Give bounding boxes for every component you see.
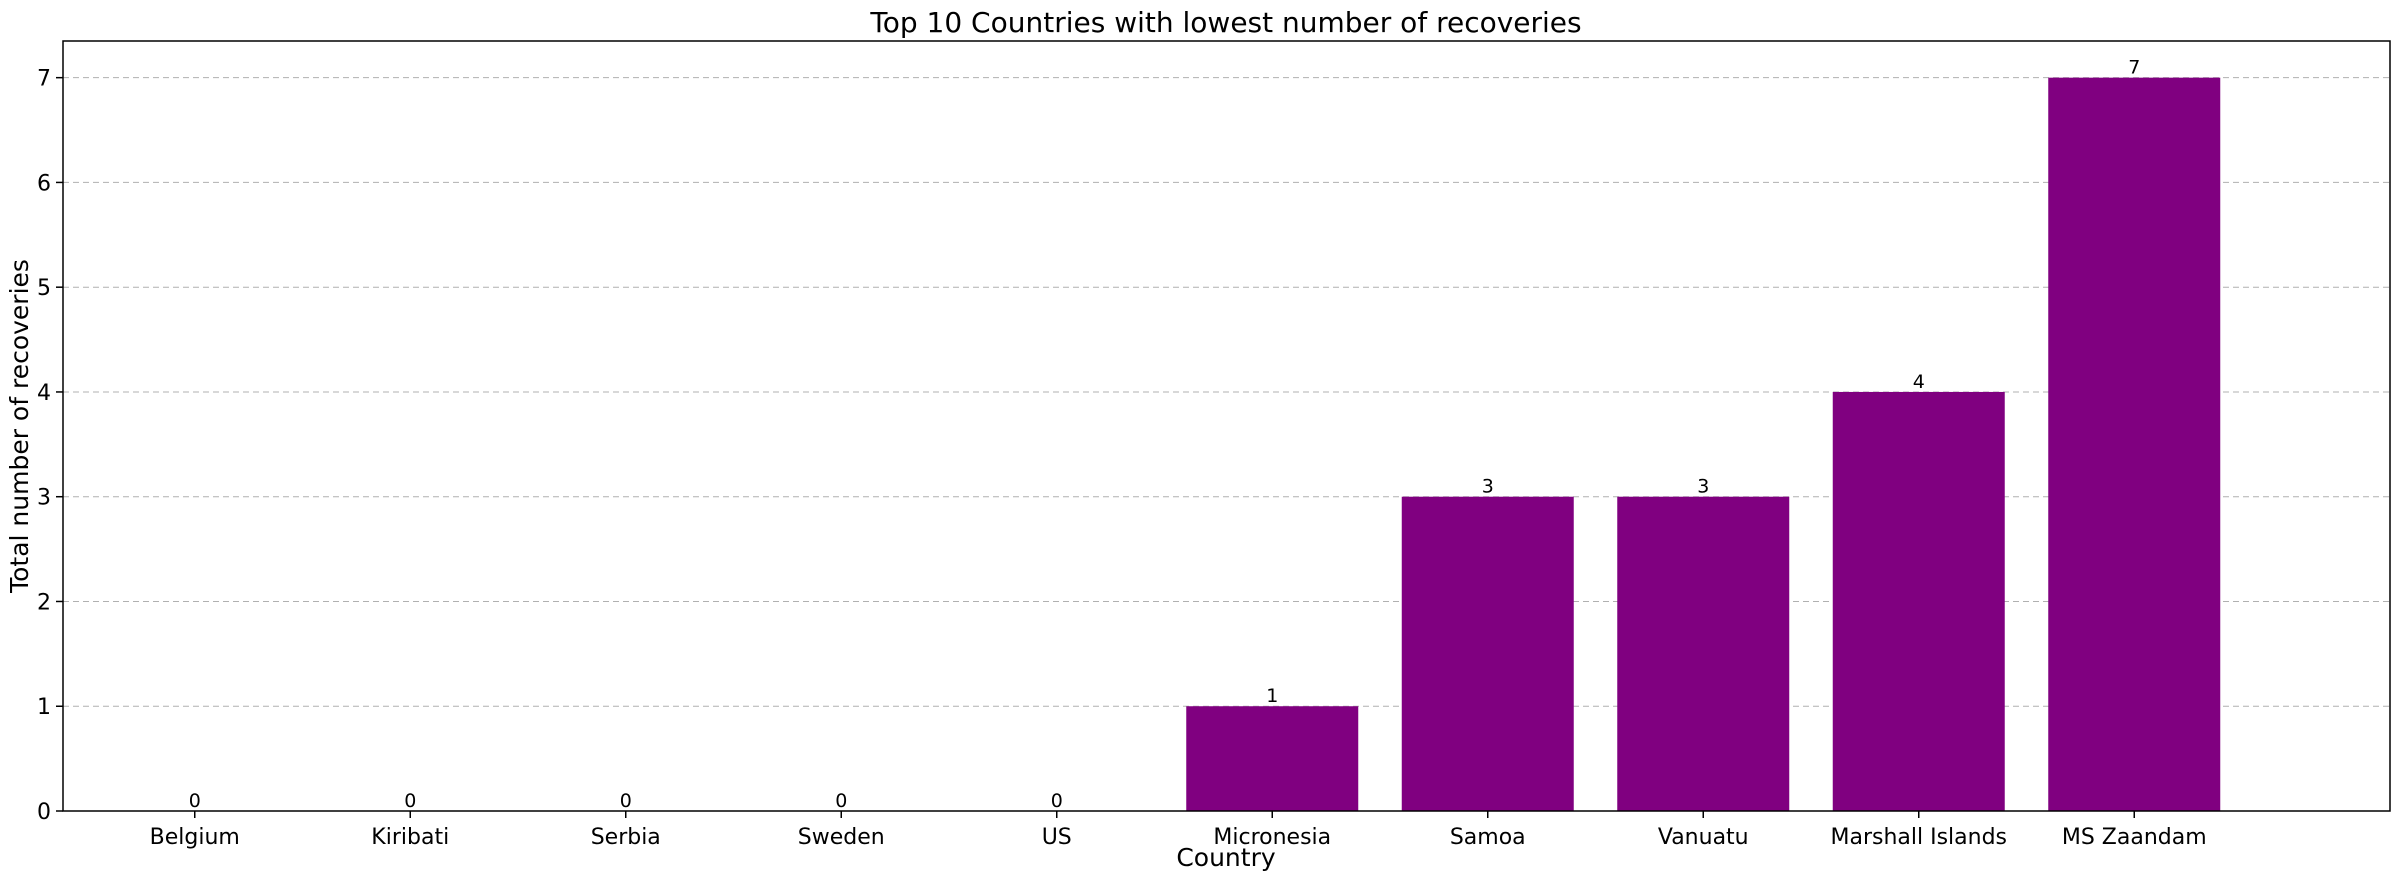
x-axis-label: Country: [1176, 843, 1276, 872]
data-label: 0: [1051, 790, 1063, 812]
x-tick-label: Marshall Islands: [1830, 825, 2007, 850]
bar: [1401, 496, 1574, 811]
data-label: 4: [1913, 371, 1925, 393]
y-axis-ticks: 0 1 2 3 4 5 6 7: [37, 67, 63, 825]
x-tick-label: Samoa: [1450, 825, 1526, 850]
x-tick-label: Sweden: [798, 825, 885, 850]
data-label: 1: [1266, 685, 1278, 707]
data-label: 0: [404, 790, 416, 812]
data-label: 0: [189, 790, 201, 812]
bar: [1617, 496, 1790, 811]
bar: [1832, 391, 2005, 811]
x-tick-label: Vanuatu: [1658, 825, 1749, 850]
x-tick-label: US: [1042, 825, 1072, 850]
chart-title: Top 10 Countries with lowest number of r…: [869, 6, 1581, 39]
x-tick-label: Belgium: [150, 825, 240, 850]
bar: [2048, 77, 2221, 811]
y-tick-label: 7: [37, 67, 51, 92]
data-label: 7: [2128, 57, 2140, 79]
data-label: 3: [1482, 476, 1494, 498]
data-labels: 0 0 0 0 0 1 3 3 4 7: [189, 57, 2141, 812]
data-label: 0: [620, 790, 632, 812]
x-tick-label: Serbia: [591, 825, 661, 850]
x-tick-label: MS Zaandam: [2062, 825, 2207, 850]
y-axis-label: Total number of recoveries: [5, 259, 34, 594]
plot-frame: [62, 40, 2391, 812]
y-tick-label: 2: [37, 590, 51, 615]
x-axis-ticks: Belgium Kiribati Serbia Sweden US Micronesia S…: [150, 811, 2207, 850]
y-tick-label: 4: [37, 381, 51, 406]
x-tick-label: Kiribati: [371, 825, 449, 850]
y-tick-label: 5: [37, 276, 51, 301]
y-gridlines: [63, 77, 2390, 707]
y-tick-label: 3: [37, 486, 51, 511]
x-tick-label: Micronesia: [1213, 825, 1331, 850]
bars: [1186, 77, 2221, 811]
bar: [1186, 706, 1359, 811]
data-label: 0: [835, 790, 847, 812]
y-tick-label: 0: [37, 800, 51, 825]
data-label: 3: [1697, 476, 1709, 498]
y-tick-label: 6: [37, 171, 51, 196]
y-tick-label: 1: [37, 695, 51, 720]
